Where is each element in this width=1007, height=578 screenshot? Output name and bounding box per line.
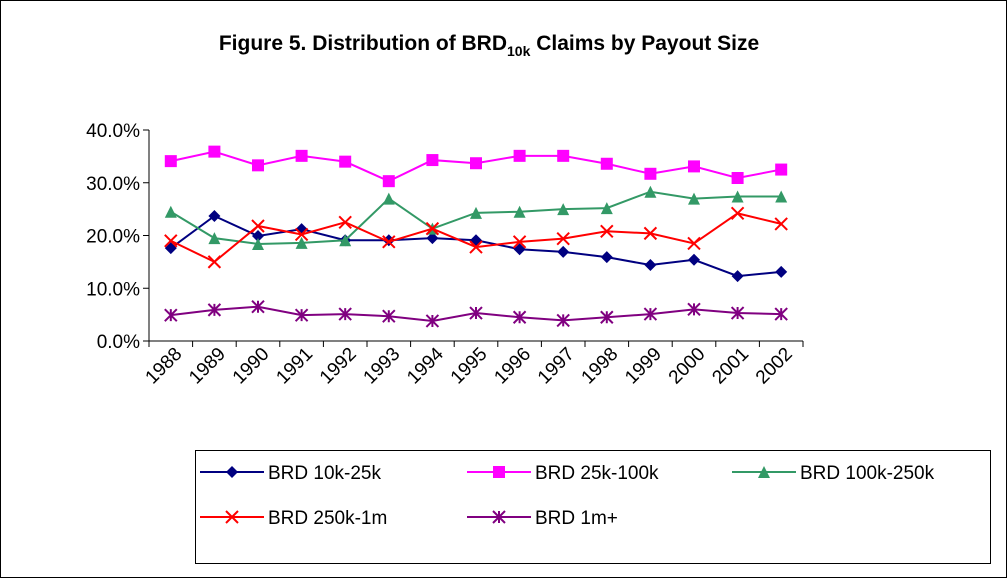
- marker: [251, 300, 265, 314]
- marker: [688, 253, 700, 266]
- marker: [295, 149, 308, 162]
- marker: [687, 302, 701, 317]
- marker: [512, 235, 527, 249]
- marker: [513, 149, 526, 162]
- marker: [426, 154, 439, 167]
- marker: [382, 234, 395, 247]
- legend-label: BRD 100k-250k: [800, 463, 935, 484]
- marker: [382, 309, 396, 323]
- marker: [688, 192, 700, 205]
- marker: [731, 172, 744, 185]
- marker: [493, 466, 505, 478]
- y-tick-label: 20.0%: [86, 227, 140, 248]
- legend-item: BRD 10k-25k: [200, 463, 381, 484]
- marker: [469, 240, 483, 254]
- marker: [252, 230, 264, 243]
- title-part: Claims by Payout Size: [530, 32, 759, 55]
- marker: [688, 160, 700, 173]
- marker: [251, 219, 265, 233]
- marker: [492, 510, 506, 524]
- marker: [643, 307, 658, 321]
- marker: [775, 163, 788, 176]
- marker: [294, 308, 309, 322]
- legend-label: BRD 25k-100k: [535, 463, 659, 484]
- legend-item: BRD 250k-1m: [200, 508, 387, 529]
- legend-label: BRD 10k-25k: [268, 463, 381, 484]
- marker: [731, 270, 744, 283]
- title-subscript: 10k: [507, 43, 531, 59]
- marker: [557, 203, 570, 216]
- marker: [730, 306, 745, 320]
- marker: [208, 232, 221, 245]
- marker: [225, 510, 239, 524]
- marker: [600, 310, 614, 324]
- marker: [207, 255, 222, 269]
- marker: [687, 236, 701, 251]
- marker: [426, 232, 439, 245]
- marker: [644, 167, 657, 180]
- legend-item: BRD 100k-250k: [732, 463, 935, 484]
- marker: [208, 209, 221, 222]
- marker: [338, 215, 352, 230]
- marker: [339, 234, 352, 247]
- marker: [557, 149, 570, 162]
- marker: [294, 227, 309, 242]
- legend-label: BRD 250k-1m: [268, 508, 387, 529]
- marker: [774, 217, 788, 231]
- marker: [425, 314, 440, 328]
- y-tick-label: 10.0%: [86, 279, 140, 300]
- marker: [556, 231, 570, 246]
- marker: [730, 206, 745, 221]
- marker: [252, 237, 264, 250]
- marker: [758, 466, 770, 478]
- marker: [382, 192, 395, 205]
- title-part: Figure 5. Distribution of BRD: [219, 32, 507, 55]
- marker: [556, 313, 570, 328]
- marker: [643, 226, 658, 241]
- y-tick-label: 40.0%: [86, 121, 140, 142]
- marker: [644, 185, 657, 198]
- marker: [775, 190, 788, 203]
- marker: [164, 205, 177, 218]
- marker: [382, 175, 395, 188]
- marker: [252, 159, 264, 172]
- marker: [774, 307, 788, 321]
- marker: [557, 245, 570, 258]
- marker: [339, 155, 352, 168]
- marker: [775, 265, 788, 278]
- marker: [470, 157, 482, 170]
- y-tick-label: 0.0%: [97, 332, 140, 353]
- marker: [469, 306, 483, 320]
- legend-label: BRD 1m+: [535, 508, 618, 529]
- marker: [164, 155, 177, 168]
- marker: [600, 157, 613, 170]
- marker: [164, 308, 178, 322]
- marker: [600, 251, 613, 264]
- legend-item: BRD 25k-100k: [467, 463, 659, 484]
- marker: [425, 221, 440, 236]
- marker: [600, 224, 614, 238]
- chart-title: Figure 5. Distribution of BRD10k Claims …: [219, 32, 759, 59]
- marker: [512, 310, 527, 324]
- legend-item: BRD 1m+: [467, 508, 618, 529]
- marker: [731, 190, 744, 203]
- marker: [513, 205, 526, 218]
- marker: [600, 202, 613, 215]
- legend-box: [195, 450, 991, 564]
- marker: [382, 235, 396, 249]
- marker: [644, 259, 657, 272]
- marker: [207, 303, 222, 317]
- marker: [295, 236, 308, 249]
- marker: [226, 466, 238, 478]
- marker: [338, 307, 352, 321]
- marker: [164, 234, 178, 248]
- marker: [470, 206, 482, 219]
- marker: [208, 145, 221, 158]
- y-tick-label: 30.0%: [86, 174, 140, 195]
